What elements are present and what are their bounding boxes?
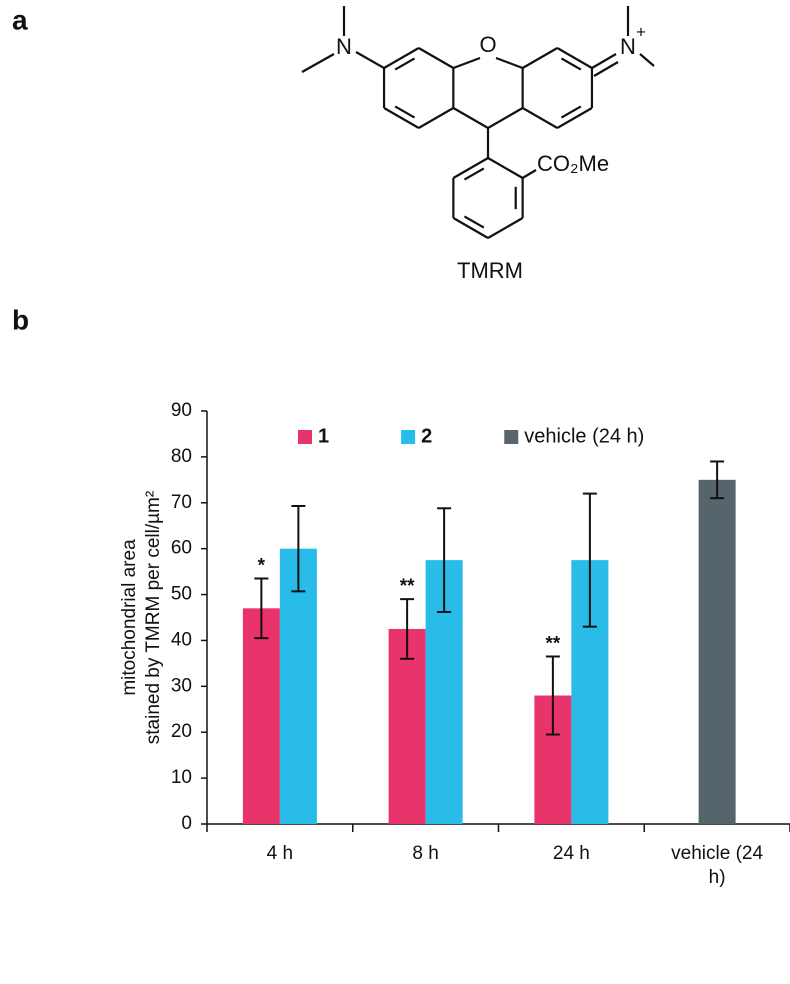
bond bbox=[452, 107, 489, 129]
legend-label: vehicle (24 h) bbox=[524, 425, 644, 447]
y-tick-label: 80 bbox=[171, 446, 192, 467]
bond bbox=[487, 157, 524, 179]
y-tick-label: 70 bbox=[171, 492, 192, 513]
compound-name: TMRM bbox=[457, 258, 523, 283]
bond bbox=[487, 107, 524, 129]
bond bbox=[556, 107, 593, 129]
significance: ** bbox=[545, 634, 560, 655]
bond bbox=[560, 57, 582, 71]
legend-marker bbox=[298, 430, 312, 444]
bond bbox=[463, 167, 485, 181]
bond bbox=[394, 57, 416, 71]
bond bbox=[301, 53, 335, 73]
x-tick-label: vehicle (24 h) bbox=[671, 843, 764, 888]
bond bbox=[452, 217, 489, 239]
bond bbox=[522, 47, 558, 69]
y-tick-label: 30 bbox=[171, 675, 192, 696]
bond bbox=[639, 53, 655, 67]
bond bbox=[593, 61, 619, 77]
legend-label: 1 bbox=[318, 425, 329, 447]
y-axis-label: mitochondrial area bbox=[119, 539, 140, 696]
bond bbox=[355, 51, 385, 69]
bar bbox=[698, 479, 736, 824]
y-tick-label: 60 bbox=[171, 538, 192, 559]
y-tick-label: 50 bbox=[171, 584, 192, 605]
bond bbox=[522, 169, 537, 179]
legend-marker bbox=[401, 430, 416, 444]
bond bbox=[522, 107, 558, 129]
panel-label: a bbox=[12, 4, 28, 35]
bar bbox=[242, 608, 280, 824]
x-tick-label: 8 h bbox=[412, 843, 439, 864]
bond bbox=[560, 105, 582, 119]
panel-label: b bbox=[12, 304, 29, 335]
atom: N bbox=[336, 34, 352, 59]
legend-marker bbox=[504, 430, 519, 444]
bond bbox=[463, 215, 485, 229]
significance: ** bbox=[400, 576, 415, 597]
bond bbox=[556, 47, 593, 69]
x-tick-label: 24 h bbox=[552, 843, 590, 864]
bond bbox=[394, 105, 416, 119]
bond bbox=[495, 56, 524, 70]
bond bbox=[383, 47, 420, 69]
y-tick-label: 0 bbox=[181, 813, 192, 834]
atom: CO₂Me bbox=[537, 151, 609, 176]
bond bbox=[383, 107, 420, 129]
atom: O bbox=[479, 32, 496, 57]
y-tick-label: 20 bbox=[171, 721, 192, 742]
x-tick-label: 4 h bbox=[266, 843, 294, 864]
bond bbox=[487, 217, 524, 239]
molecule bbox=[301, 6, 655, 239]
bond bbox=[452, 56, 481, 70]
y-tick-label: 40 bbox=[171, 629, 192, 650]
charge: + bbox=[636, 22, 646, 41]
legend-label: 2 bbox=[421, 425, 432, 447]
atom: N bbox=[620, 34, 636, 59]
bar bbox=[388, 628, 426, 824]
bond bbox=[418, 47, 454, 69]
bond bbox=[418, 107, 454, 129]
y-tick-label: 90 bbox=[171, 400, 192, 421]
y-axis-label: stained by TMRM per cell/µm² bbox=[143, 491, 164, 744]
bond bbox=[591, 53, 617, 69]
bar bbox=[279, 548, 317, 824]
y-tick-label: 10 bbox=[171, 767, 192, 788]
bond bbox=[452, 157, 489, 179]
significance: * bbox=[258, 556, 266, 577]
